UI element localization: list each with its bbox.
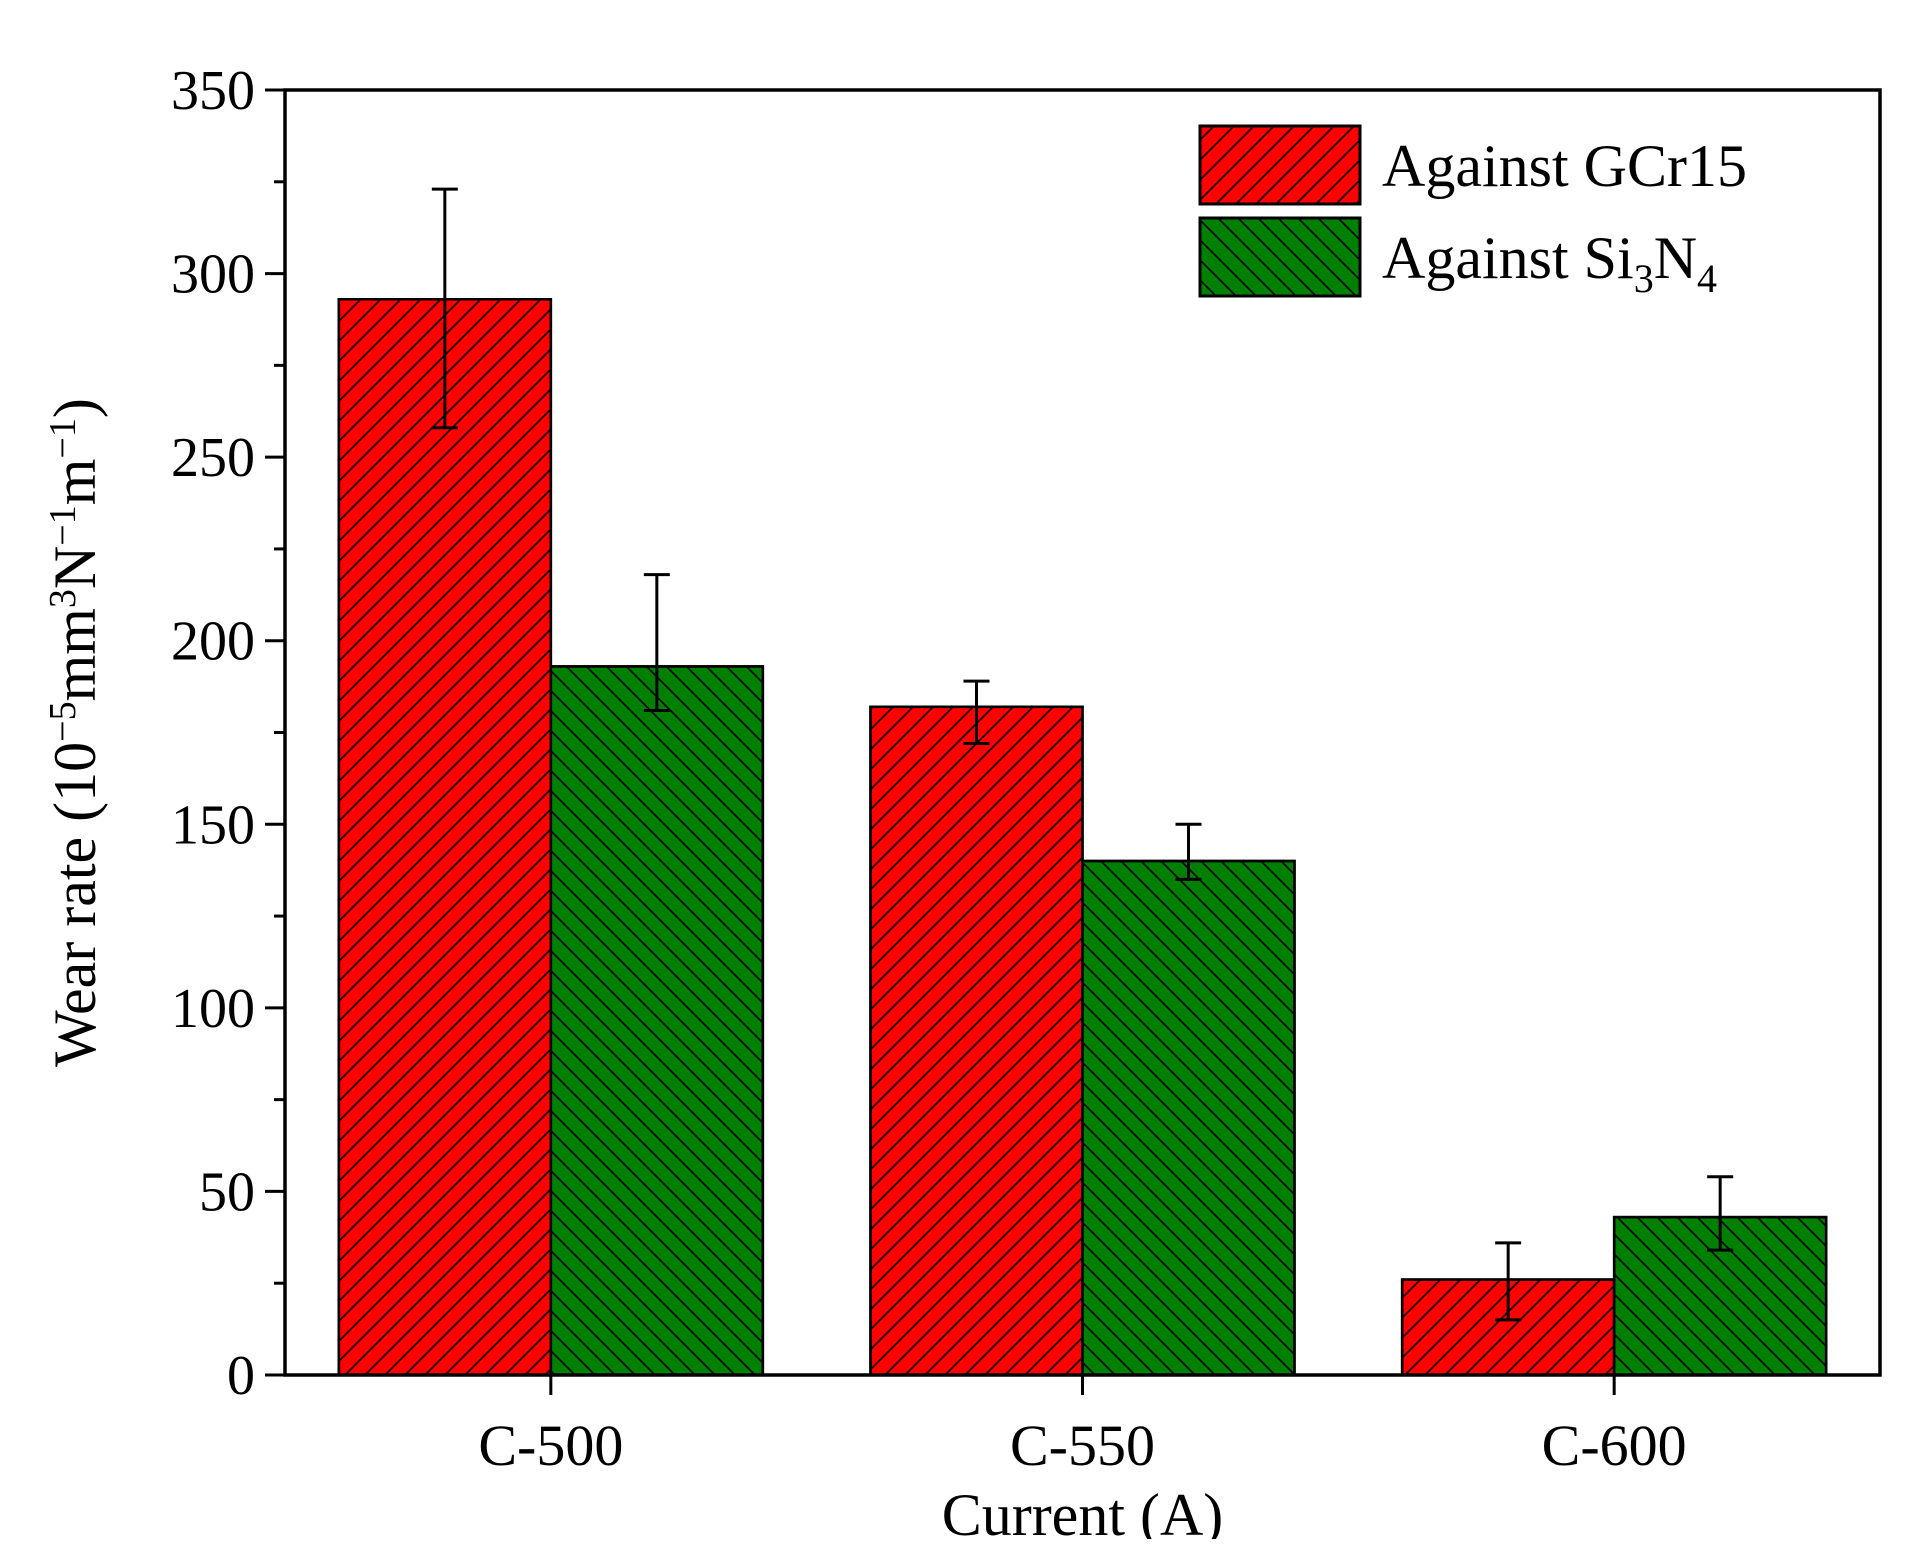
y-tick-label: 100: [171, 978, 255, 1040]
bar-hatch-against-gcr15-c-500: [337, 298, 553, 1377]
bars-layer: [337, 298, 1828, 1377]
y-title-mid2: N: [42, 546, 108, 589]
y-title-exp3: −1: [42, 505, 84, 545]
x-tick-label: C-500: [478, 1413, 623, 1478]
legend-si3n4-sub2: 4: [1697, 256, 1717, 301]
x-tick-label: C-600: [1542, 1413, 1687, 1478]
y-title-suffix: ): [42, 398, 108, 418]
y-tick-label: 300: [171, 244, 255, 306]
errorbars-layer: [431, 187, 1734, 1322]
x-axis-title: Current (A): [942, 1482, 1224, 1539]
bar-hatch-against-gcr15-c-550: [869, 705, 1084, 1377]
y-axis-ticks: 0 50 100 150 200 250 300 350: [171, 60, 285, 1407]
legend-si3n4-part1: Against Si: [1382, 225, 1634, 291]
legend-swatch-gcr15-hatch: [1198, 124, 1362, 206]
y-title-exp4: −1: [42, 418, 84, 458]
y-tick-label: 0: [227, 1345, 255, 1407]
legend-si3n4-sub1: 3: [1634, 256, 1654, 301]
y-axis-title: Wear rate (10−5mm3N−1m−1): [42, 398, 108, 1067]
x-axis-ticks: C-500 C-550 C-600: [478, 1375, 1687, 1478]
bar-hatch-against-si3n4-c-500: [549, 665, 765, 1377]
legend: Against GCr15 Against Si3N4: [1198, 124, 1747, 301]
legend-label-gcr15: Against GCr15: [1382, 133, 1747, 199]
y-title-exp2: 3: [42, 589, 84, 608]
x-tick-label: C-550: [1010, 1413, 1155, 1478]
bar-hatch-against-si3n4-c-550: [1081, 859, 1296, 1377]
legend-si3n4-mid: N: [1654, 225, 1697, 291]
y-tick-label: 200: [171, 611, 255, 673]
y-title-prefix: Wear rate (10: [42, 742, 108, 1067]
y-title-mid3: m: [42, 459, 108, 506]
y-tick-label: 350: [171, 60, 255, 122]
y-tick-label: 150: [171, 794, 255, 856]
y-tick-label: 50: [199, 1161, 255, 1223]
y-tick-label: 250: [171, 427, 255, 489]
legend-swatch-si3n4-hatch: [1198, 216, 1362, 298]
legend-label-si3n4: Against Si3N4: [1382, 225, 1717, 301]
y-title-mid1: mm: [42, 608, 108, 701]
y-title-exp1: −5: [42, 701, 84, 741]
